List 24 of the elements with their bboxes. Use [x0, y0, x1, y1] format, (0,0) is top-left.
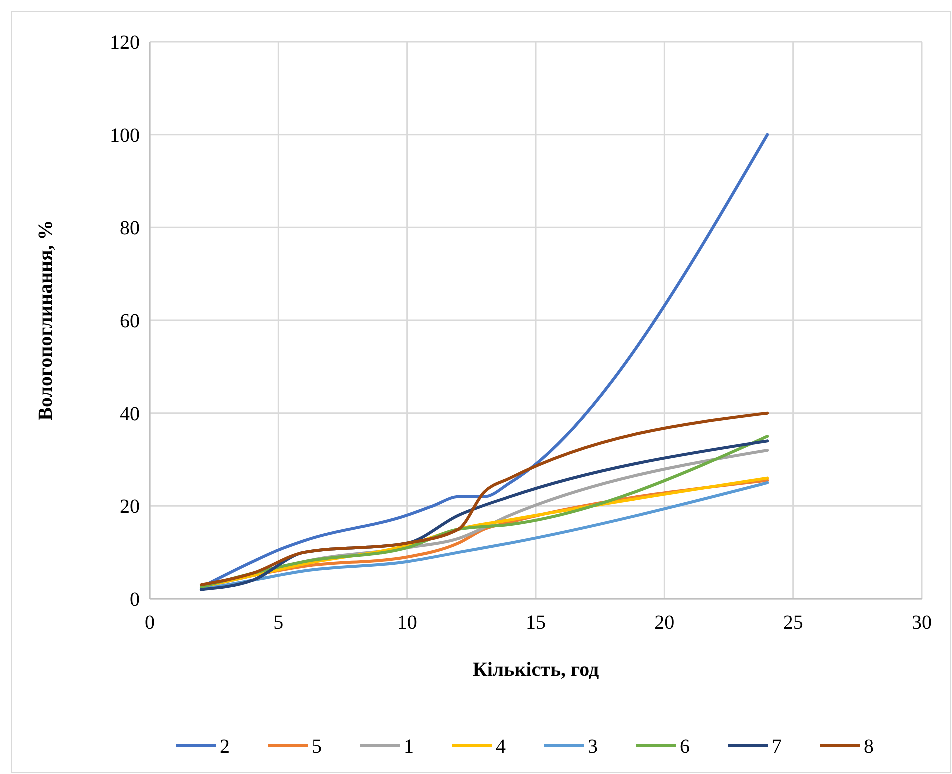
legend-label: 5: [312, 736, 322, 758]
legend-label: 3: [588, 736, 598, 758]
y-tick-label: 80: [120, 218, 140, 240]
x-tick-label: 15: [526, 612, 546, 634]
legend-label: 7: [772, 736, 782, 758]
legend-label: 8: [864, 736, 874, 758]
x-tick-label: 0: [145, 612, 155, 634]
x-tick-label: 10: [397, 612, 418, 634]
y-tick-label: 40: [120, 403, 140, 426]
y-axis-title: Вологопоглинання, %: [35, 220, 57, 421]
legend-label: 4: [496, 736, 506, 758]
y-tick-label: 100: [110, 124, 140, 147]
x-tick-label: 25: [783, 612, 804, 634]
legend-label: 1: [404, 736, 414, 758]
y-tick-label: 0: [130, 589, 140, 611]
x-tick-label: 20: [654, 612, 675, 634]
y-tick-label: 120: [110, 32, 140, 54]
x-tick-label: 5: [274, 612, 284, 634]
y-tick-label: 20: [120, 496, 140, 518]
legend-label: 6: [680, 736, 690, 758]
x-axis-title: Кількість, год: [472, 659, 600, 681]
x-tick-label: 30: [912, 612, 932, 634]
legend-label: 2: [220, 736, 230, 758]
y-tick-label: 60: [120, 310, 140, 332]
